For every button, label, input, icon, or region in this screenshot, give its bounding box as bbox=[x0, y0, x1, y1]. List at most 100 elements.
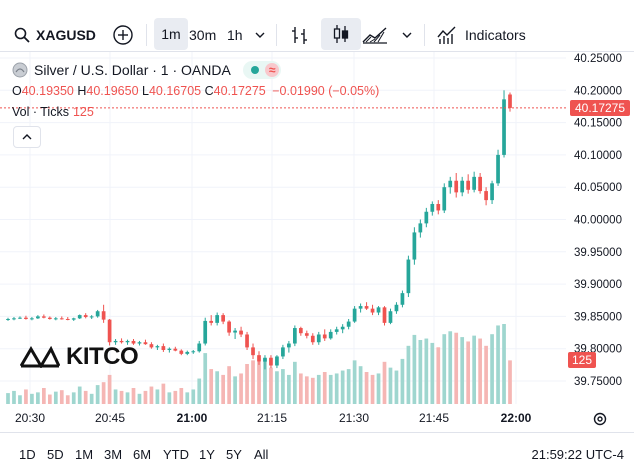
candle-body bbox=[167, 348, 172, 350]
chart-legend: Silver / U.S. Dollar · 1 · OANDA ≈ bbox=[12, 61, 282, 79]
plus-circle-icon bbox=[113, 25, 133, 45]
range-ytd[interactable]: YTD bbox=[163, 447, 189, 462]
collapse-legend-button[interactable] bbox=[13, 126, 41, 148]
volume-bar bbox=[12, 390, 16, 404]
price-tick-label: 40.10000 bbox=[574, 150, 622, 162]
volume-bar bbox=[185, 392, 190, 404]
chart-type-dropdown[interactable] bbox=[401, 18, 413, 52]
candle-body bbox=[472, 176, 476, 190]
volume-bar bbox=[388, 367, 393, 404]
candle-body bbox=[490, 183, 494, 201]
volume-bar bbox=[125, 392, 130, 404]
candle-body bbox=[155, 346, 160, 348]
price-chart[interactable]: 40.25000 40.20000 40.15000 40.10000 40.05000… bbox=[0, 52, 634, 432]
time-tick-label: 20:45 bbox=[95, 411, 125, 425]
candle-body bbox=[137, 342, 142, 344]
price-tick-label: 40.05000 bbox=[574, 182, 622, 194]
time-tick-label: 20:30 bbox=[15, 411, 45, 425]
last-price-tag: 40.17275 bbox=[570, 99, 630, 116]
search-icon bbox=[14, 27, 30, 43]
interval-1m[interactable]: 1m bbox=[154, 18, 188, 50]
volume-bar bbox=[53, 391, 58, 404]
interval-1h[interactable]: 1h bbox=[227, 27, 243, 43]
bottom-toolbar: 1D 5D 1M 3M 6M YTD 1Y 5Y All 21:59:22 UT… bbox=[0, 432, 634, 474]
candle-body bbox=[12, 318, 16, 320]
volume-bar bbox=[322, 372, 327, 404]
volume-bar bbox=[310, 377, 315, 404]
toolbar-divider bbox=[276, 24, 277, 46]
price-tick-label: 39.75000 bbox=[574, 376, 622, 388]
price-tick-label: 39.95000 bbox=[574, 247, 622, 259]
volume-bar bbox=[340, 370, 345, 404]
settings-gear-icon[interactable] bbox=[592, 411, 608, 427]
open-value: 40.19350 bbox=[21, 84, 74, 98]
candle-body bbox=[370, 308, 375, 313]
candle-body bbox=[310, 335, 315, 343]
low-key: L bbox=[142, 84, 149, 98]
interval-dropdown[interactable] bbox=[254, 18, 266, 52]
volume-bar bbox=[454, 332, 459, 404]
volume-bar bbox=[298, 373, 303, 404]
candle-body bbox=[418, 223, 423, 233]
range-5y[interactable]: 5Y bbox=[226, 447, 242, 462]
indicators-button[interactable]: Indicators bbox=[437, 18, 526, 52]
volume-bar bbox=[502, 324, 506, 404]
candle-body bbox=[113, 340, 118, 343]
range-3m[interactable]: 3M bbox=[104, 447, 123, 462]
volume-bar bbox=[394, 370, 399, 404]
volume-bar bbox=[370, 374, 375, 404]
candles-icon bbox=[333, 25, 349, 43]
candle-body bbox=[131, 340, 136, 344]
volume-bar bbox=[418, 340, 423, 404]
candles-style-button[interactable] bbox=[321, 18, 361, 50]
candle-body bbox=[376, 307, 381, 313]
range-1m[interactable]: 1M bbox=[75, 447, 94, 462]
volume-bar bbox=[221, 374, 225, 404]
chart-type-button[interactable] bbox=[362, 18, 388, 52]
candle-body bbox=[334, 329, 339, 332]
volume-bar bbox=[442, 334, 447, 404]
candle-body bbox=[400, 293, 405, 305]
candle-body bbox=[221, 315, 225, 322]
price-axis: 40.25000 40.20000 40.15000 40.10000 40.05000… bbox=[574, 53, 622, 388]
candle-body bbox=[191, 351, 196, 353]
candle-body bbox=[245, 334, 249, 348]
open-key: O bbox=[12, 84, 22, 98]
area-chart-icon bbox=[362, 27, 387, 44]
kitco-wordmark: KITCO bbox=[66, 343, 139, 370]
indicators-icon bbox=[437, 26, 456, 44]
range-5d[interactable]: 5D bbox=[47, 447, 64, 462]
volume-bar bbox=[496, 325, 500, 404]
candle-body bbox=[179, 350, 184, 354]
candle-body bbox=[251, 347, 255, 356]
market-status-badge[interactable]: ≈ bbox=[242, 61, 282, 79]
bar-style-button[interactable] bbox=[290, 18, 310, 52]
range-6m[interactable]: 6M bbox=[133, 447, 152, 462]
bars-icon bbox=[292, 27, 307, 44]
symbol-search[interactable]: XAGUSD bbox=[14, 18, 96, 52]
utc-clock[interactable]: 21:59:22 UTC-4 bbox=[531, 447, 625, 462]
candle-body bbox=[293, 328, 297, 344]
volume-bar bbox=[478, 338, 482, 404]
volume-bar bbox=[191, 389, 196, 404]
volume-label: Vol · Ticks bbox=[12, 105, 69, 119]
volume-bar bbox=[59, 390, 64, 404]
interval-30m[interactable]: 30m bbox=[189, 27, 217, 43]
range-1y[interactable]: 1Y bbox=[199, 447, 215, 462]
volume-bar bbox=[95, 385, 100, 404]
candle-body bbox=[275, 356, 279, 366]
time-tick-label: 21:00 bbox=[177, 411, 208, 425]
time-tick-label: 21:15 bbox=[257, 411, 287, 425]
candle-body bbox=[364, 306, 369, 309]
range-all[interactable]: All bbox=[254, 447, 269, 462]
compare-add-button[interactable] bbox=[112, 18, 134, 52]
candle-body bbox=[125, 340, 130, 343]
market-open-dot bbox=[250, 66, 259, 74]
candle-body bbox=[119, 340, 124, 343]
range-1d[interactable]: 1D bbox=[19, 447, 36, 462]
toolbar-divider bbox=[424, 24, 425, 46]
volume-bar bbox=[83, 390, 88, 404]
price-tick-label: 40.15000 bbox=[574, 118, 622, 130]
volume-bar bbox=[30, 393, 34, 404]
volume-bar bbox=[436, 347, 441, 404]
